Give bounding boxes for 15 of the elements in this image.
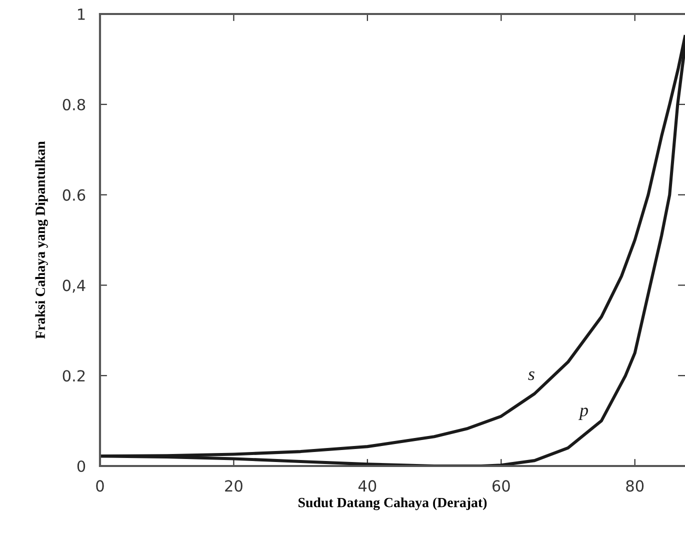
y-axis-title: Fraksi Cahaya yang Dipantulkan xyxy=(35,141,48,339)
series-label: s xyxy=(528,371,534,380)
x-tick-label: 20 xyxy=(225,480,242,492)
y-tick-label: 0.6 xyxy=(62,189,86,201)
x-tick-label: 60 xyxy=(492,480,510,492)
y-tick-label: 0.2 xyxy=(62,370,85,382)
x-tick-label: 80 xyxy=(626,480,644,492)
x-tick-label: 40 xyxy=(358,480,376,492)
x-tick-label: 0 xyxy=(96,480,104,492)
y-tick-label: 0.8 xyxy=(62,98,86,110)
series-label: p xyxy=(578,408,588,420)
x-axis-title: Sudut Datang Cahaya (Derajat) xyxy=(298,497,487,510)
y-tick-label: 0 xyxy=(77,460,86,472)
y-tick-label: 1 xyxy=(78,8,85,20)
y-tick-label: 0,4 xyxy=(62,280,86,293)
